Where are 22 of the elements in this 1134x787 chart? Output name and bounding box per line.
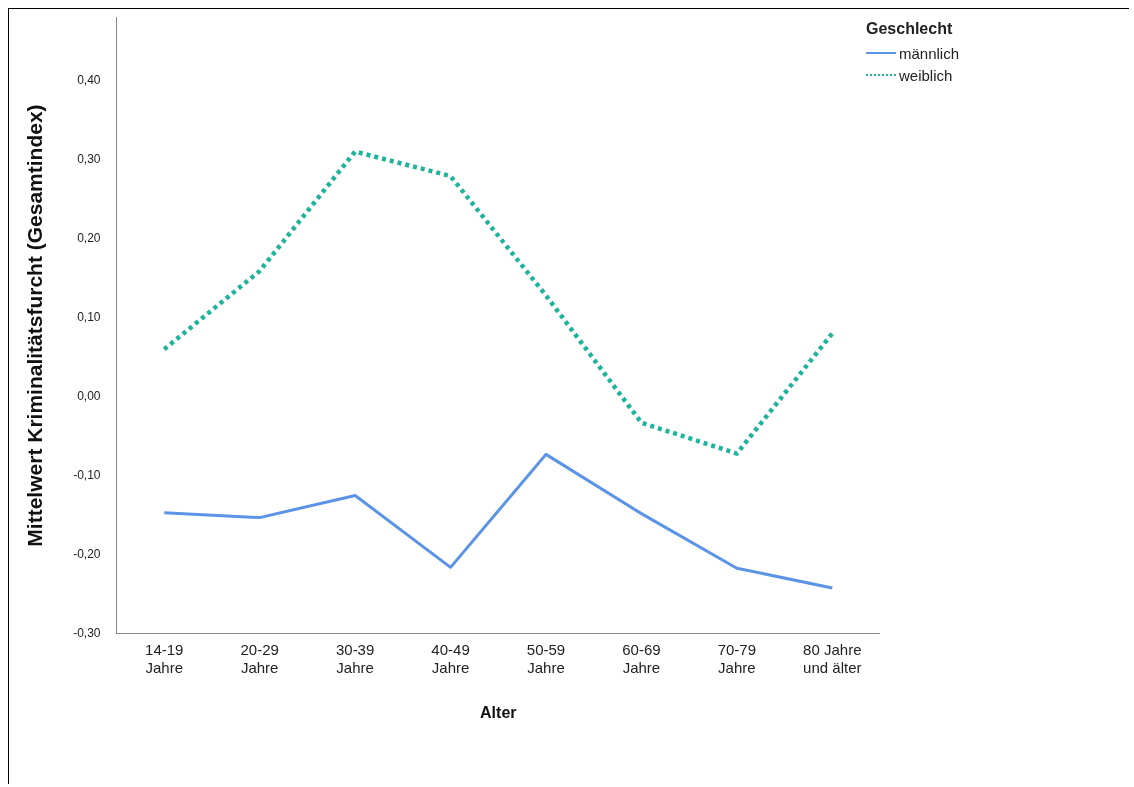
x-tick-label: 50-59 Jahre (526, 640, 566, 676)
y-tick-label: -0,20 (73, 547, 101, 562)
x-tick-label: 30-39 Jahre (335, 640, 375, 676)
line-series (162, 149, 835, 456)
y-tick-label: 0,10 (77, 309, 101, 324)
x-tick-label: 20-29 Jahre (240, 640, 279, 676)
y-tick-label: 0,00 (77, 388, 101, 403)
x-tick-label: 14-19 Jahre (145, 640, 184, 676)
legend-title: Geschlecht (866, 20, 954, 38)
y-axis-title: Mittelwert Kriminalitätsfurcht (Gesamtindex) (23, 104, 47, 547)
legend-label: männlich (899, 44, 960, 62)
legend-label: weiblich (899, 66, 953, 84)
y-tick-label: -0,10 (73, 468, 101, 483)
y-tick-label: 0,40 (77, 72, 101, 87)
y-tick-label: 0,20 (77, 230, 101, 245)
x-tick-label: 40-49 Jahre (431, 640, 470, 676)
y-tick-label: 0,30 (77, 151, 101, 166)
y-tick-label: -0,30 (73, 626, 101, 641)
x-tick-label: 70-79 Jahre (717, 640, 757, 676)
x-tick-label: 80 Jahre und älter (803, 640, 862, 676)
x-axis-title: Alter (480, 703, 517, 721)
x-tick-label: 60-69 Jahre (622, 640, 661, 676)
